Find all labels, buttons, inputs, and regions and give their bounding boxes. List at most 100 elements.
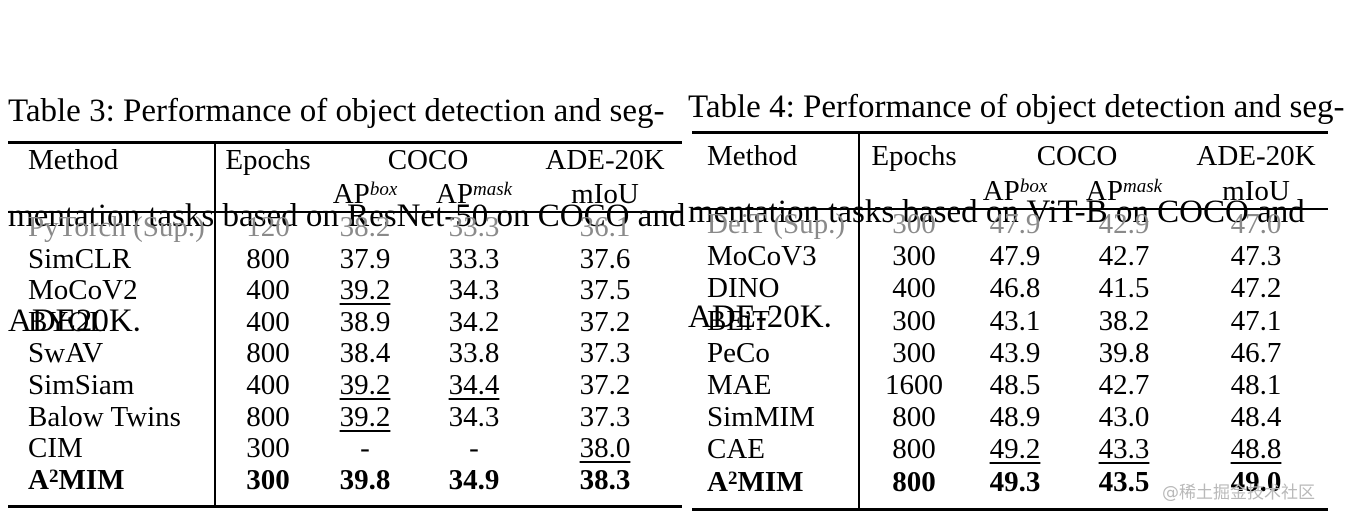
ap-box-cell: 48.5 — [989, 369, 1041, 401]
miou-cell: 47.3 — [1230, 240, 1282, 273]
method-cell: MoCoV2 — [28, 274, 138, 307]
ap-box-cell: 47.9 — [989, 240, 1041, 273]
miou-cell: 38.3 — [579, 463, 631, 496]
method-cell: CAE — [707, 433, 765, 466]
epochs-cell: 800 — [892, 433, 936, 466]
ap-mask-cell: - — [469, 432, 479, 465]
header-coco: COCO — [1036, 140, 1118, 172]
caption-line: mentation tasks based on ResNet-50 on CO… — [8, 198, 686, 234]
miou-cell: 37.3 — [579, 337, 631, 370]
ap-mask-cell: 34.9 — [448, 463, 500, 496]
ap-mask-cell: 43.3 — [1098, 433, 1150, 466]
miou-cell: 47.2 — [1230, 272, 1282, 305]
method-cell: Balow Twins — [28, 400, 181, 433]
ap-box-cell: 39.8 — [339, 463, 391, 496]
ap-box-cell: 39.2 — [339, 369, 391, 401]
header-ap-mask: APmask — [404, 178, 544, 210]
ap-label: AP — [982, 175, 1020, 207]
epochs-cell: 800 — [892, 465, 936, 498]
miou-cell: 49.0 — [1230, 465, 1282, 498]
ap-mask-cell: 43.5 — [1098, 465, 1150, 498]
ap-mask-cell: 34.2 — [448, 305, 500, 338]
ap-superscript: box — [1019, 176, 1048, 197]
ap-mask-cell: 41.5 — [1098, 272, 1150, 305]
miou-cell: 37.2 — [579, 369, 631, 401]
method-cell: BYOL — [28, 305, 107, 338]
epochs-cell: 120 — [246, 211, 290, 243]
ap-box-cell: 39.2 — [339, 400, 391, 433]
ap-mask-cell: 34.4 — [448, 369, 500, 401]
ap-superscript: mask — [1123, 176, 1163, 197]
method-cell: SimMIM — [707, 401, 815, 434]
header-epochs: Epochs — [871, 140, 957, 172]
ap-superscript: mask — [473, 179, 513, 200]
method-cell: CIM — [28, 432, 83, 465]
epochs-cell: 400 — [246, 274, 290, 307]
epochs-cell: 300 — [892, 208, 936, 240]
bottom-rule — [8, 505, 682, 508]
header-ap-box: APbox — [295, 178, 435, 210]
header-epochs: Epochs — [225, 144, 311, 176]
caption-line: ADE20K. — [8, 303, 141, 339]
caption-line: Table 4: Performance of object detection… — [688, 89, 1345, 125]
bottom-rule — [692, 508, 1328, 511]
epochs-cell: 1600 — [885, 369, 943, 401]
ap-box-cell: 43.1 — [989, 304, 1041, 337]
method-cell: SimCLR — [28, 242, 132, 275]
ap-box-cell: 38.4 — [339, 337, 391, 370]
method-cell: PyTorch (Sup.) — [28, 211, 205, 243]
ap-mask-cell: 33.3 — [448, 211, 500, 243]
miou-cell: 37.5 — [579, 274, 631, 307]
method-suffix: MIM — [58, 463, 125, 496]
ap-box-cell: 43.9 — [989, 336, 1041, 369]
miou-cell: 47.1 — [1230, 304, 1282, 337]
method-cell: BEiT — [707, 304, 770, 337]
ap-box-cell: 47.9 — [989, 208, 1041, 240]
method-cell: PeCo — [707, 336, 770, 369]
ap-label: AP — [435, 178, 473, 210]
miou-cell: 37.2 — [579, 305, 631, 338]
method-cell: SimSiam — [28, 369, 135, 401]
top-rule — [8, 141, 682, 144]
ap-box-cell: - — [360, 432, 370, 465]
method-cell: SwAV — [28, 337, 104, 370]
ap-box-cell: 49.2 — [989, 433, 1041, 466]
mid-rule — [8, 211, 682, 213]
mid-rule — [692, 208, 1328, 210]
epochs-cell: 400 — [892, 272, 936, 305]
ap-mask-cell: 43.0 — [1098, 401, 1150, 434]
caption-line: Table 3: Performance of object detection… — [8, 93, 665, 129]
header-ap-box: APbox — [945, 175, 1085, 207]
ap-mask-cell: 42.7 — [1098, 240, 1150, 273]
method-cell: MAE — [707, 369, 772, 401]
top-rule — [692, 131, 1328, 134]
method-superscript: 2 — [727, 467, 738, 489]
epochs-cell: 800 — [892, 401, 936, 434]
miou-cell: 36.1 — [579, 211, 631, 243]
header-ap-mask: APmask — [1054, 175, 1194, 207]
header-method: Method — [28, 144, 119, 176]
epochs-cell: 300 — [892, 240, 936, 273]
ap-label: AP — [1085, 175, 1123, 207]
miou-cell: 37.3 — [579, 400, 631, 433]
ap-superscript: box — [369, 179, 398, 200]
column-separator — [214, 143, 216, 505]
ap-mask-cell: 34.3 — [448, 400, 500, 433]
ap-mask-cell: 34.3 — [448, 274, 500, 307]
table3-caption: Table 3: Performance of object detection… — [8, 24, 685, 374]
method-prefix: A — [707, 465, 728, 498]
header-miou: mIoU — [1222, 175, 1290, 207]
epochs-cell: 300 — [892, 336, 936, 369]
method-prefix: A — [28, 463, 49, 496]
miou-cell: 47.0 — [1230, 208, 1282, 240]
method-cell: DINO — [707, 272, 780, 305]
caption-line: mentation tasks based on ViT-B on COCO a… — [688, 194, 1305, 230]
column-separator — [858, 133, 860, 508]
epochs-cell: 800 — [246, 337, 290, 370]
header-ade20k: ADE-20K — [545, 144, 665, 176]
ap-mask-cell: 42.7 — [1098, 369, 1150, 401]
ap-mask-cell: 42.9 — [1098, 208, 1150, 240]
miou-cell: 48.4 — [1230, 401, 1282, 434]
table4-caption: Table 4: Performance of object detection… — [688, 20, 1345, 370]
ap-box-cell: 49.3 — [989, 465, 1041, 498]
